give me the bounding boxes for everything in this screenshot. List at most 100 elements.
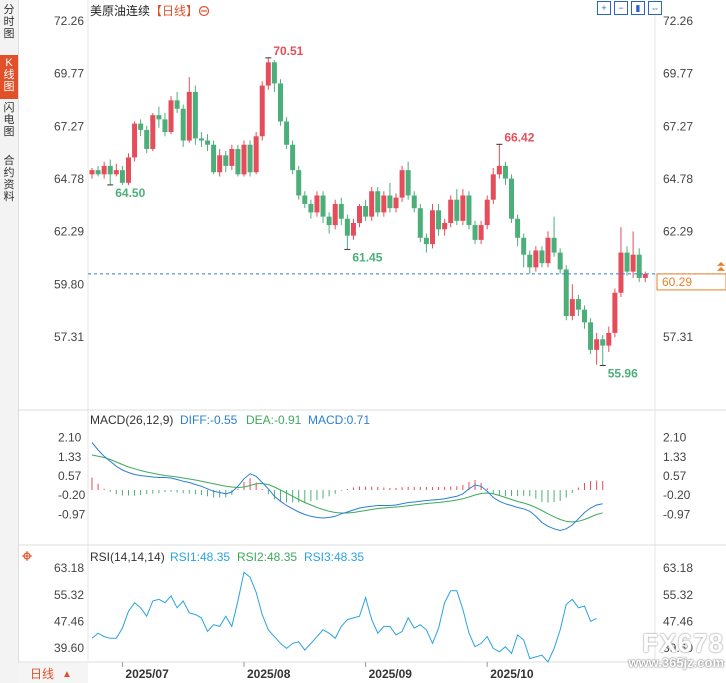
price-tick-left-2: 67.27 [54, 119, 84, 133]
candle-body [472, 225, 478, 240]
candle-body [284, 121, 290, 145]
candle-body [569, 299, 575, 316]
price-tick-left-5: 59.80 [54, 277, 84, 291]
candle-body [168, 100, 174, 133]
rsi-legend-2: RSI2:48.35 [237, 550, 297, 564]
scroll-icon[interactable]: ⇔ [648, 1, 662, 15]
watermark-brand: FX678 [642, 628, 724, 658]
macd-pane: 2.10 2.10 1.33 1.33 0.57 0.57 -0.20 -0.20 -0.97 -… [58, 431, 691, 532]
macd-tick-left-4: -0.97 [58, 507, 86, 521]
candle-body [581, 309, 587, 323]
tab-kline[interactable]: K线图 [0, 55, 18, 99]
candle-body [521, 237, 527, 255]
price-tick-right-0: 72.26 [663, 14, 693, 28]
macd-title: MACD(26,12,9) [90, 413, 173, 427]
candle-body [496, 165, 502, 175]
candle-body [217, 155, 223, 173]
period-selector-label[interactable]: 日线 [30, 667, 54, 681]
macd-legend-macd: MACD:0.71 [308, 413, 370, 427]
candle-body [436, 210, 442, 230]
last-price-label: 60.29 [662, 275, 692, 289]
tab-timeshare[interactable]: 分时图 [3, 4, 15, 40]
candle-body [332, 203, 338, 226]
x-tick-label-2: 2025/09 [369, 667, 413, 681]
candle-body [393, 197, 399, 209]
candle-body [478, 225, 484, 240]
candle-body [399, 170, 405, 198]
candle-body [89, 170, 95, 175]
candle-body [125, 157, 131, 183]
candle-body [186, 91, 192, 141]
bar-chart-icon[interactable]: ▮ [631, 1, 645, 15]
candle-body [375, 191, 381, 213]
candle-body [350, 222, 356, 236]
price-tick-right-3: 64.78 [663, 172, 693, 186]
candle-body [624, 252, 630, 272]
candle-body [454, 199, 460, 221]
price-pane: 72.26 72.26 69.77 69.77 67.27 67.27 64.78 64.78… [54, 14, 726, 380]
candle-body [241, 144, 247, 175]
candle-body [277, 83, 283, 122]
annotation-low-2: 64.50 [115, 186, 145, 200]
period-selector-arrow-icon[interactable]: ▲ [62, 669, 72, 680]
candle-body [484, 199, 490, 226]
candle-body [545, 237, 551, 264]
candle-body [600, 339, 606, 346]
indicator-settings-icon[interactable] [22, 551, 32, 561]
macd-tick-right-1: 1.33 [663, 450, 687, 464]
candle-body [296, 170, 302, 196]
candle-body [229, 148, 235, 166]
macd-tick-right-4: -0.97 [663, 507, 691, 521]
price-tick-right-6: 57.31 [663, 330, 693, 344]
candle-body [527, 254, 533, 268]
macd-tick-left-2: 0.57 [58, 469, 82, 483]
rsi-tick-right-0: 63.18 [663, 561, 693, 575]
candle-body [223, 155, 229, 166]
candle-body [162, 119, 168, 133]
tab-flash-chart[interactable]: 闪电图 [3, 102, 15, 138]
candle-body [387, 195, 393, 209]
rsi-tick-right-2: 47.46 [663, 614, 693, 628]
candle-body [259, 85, 265, 137]
macd-tick-left-3: -0.20 [58, 488, 86, 502]
candle-body [448, 199, 454, 223]
annotation-low-4: 55.96 [608, 366, 638, 380]
candle-body [101, 165, 107, 175]
candle-body [253, 136, 259, 173]
candle-body [618, 252, 624, 293]
candle-body [442, 222, 448, 230]
candle-body [211, 144, 217, 173]
x-tick-label-1: 2025/08 [247, 667, 291, 681]
candle-body [247, 144, 253, 173]
tab-contract-info[interactable]: 合约资料 [3, 155, 15, 203]
annotation-high-0: 70.51 [273, 44, 303, 58]
candle-body [417, 208, 423, 238]
candle-body [642, 273, 648, 278]
candle-body [460, 195, 466, 221]
last-price-box [656, 273, 726, 291]
price-tick-right-1: 69.77 [663, 66, 693, 80]
settings-circle-icon[interactable] [198, 5, 210, 17]
candle-body [314, 195, 320, 213]
price-tick-left-1: 69.77 [54, 66, 84, 80]
candle-body [320, 195, 326, 217]
rsi-tick-left-1: 55.32 [54, 588, 84, 602]
candle-body [338, 203, 344, 219]
candle-body [113, 170, 119, 175]
period-selector[interactable] [18, 663, 88, 683]
candle-body [235, 148, 241, 175]
macd-tick-left-0: 2.10 [58, 431, 82, 445]
zoom-in-icon[interactable]: + [597, 1, 611, 15]
candle-body [271, 62, 277, 84]
watermark: FX678 www.365jz.com [584, 628, 724, 670]
candle-body [107, 165, 113, 175]
period-label: 【日线】 [150, 4, 198, 18]
rsi-legend-1: RSI1:48.35 [170, 550, 230, 564]
candle-body [192, 91, 198, 139]
candle-body [156, 115, 162, 120]
candle-body [423, 237, 429, 245]
zoom-out-icon[interactable]: − [614, 1, 628, 15]
candle-body [588, 322, 594, 350]
candle-body [381, 195, 387, 213]
